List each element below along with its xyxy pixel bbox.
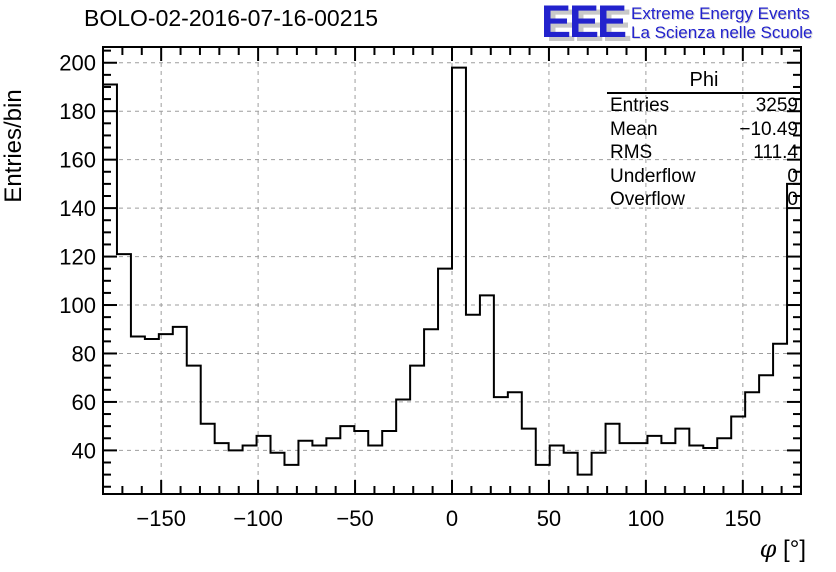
y-tick-label: 120 [59,245,96,270]
y-tick-label: 60 [72,390,96,415]
x-tick-label: −150 [136,506,186,531]
stat-label: Underflow [610,165,696,187]
stats-box: Phi Entries 3259 Mean −10.49 RMS 111.4 U… [607,70,801,212]
stats-row-overflow: Overflow 0 [607,188,801,212]
y-tick-label: 160 [59,148,96,173]
eee-logo: EEE Extreme Energy Events La Scienza nel… [541,0,813,47]
stats-row-underflow: Underflow 0 [607,165,801,189]
y-tick-label: 140 [59,196,96,221]
histogram-step-line [102,66,802,494]
eee-logo-line2: La Scienza nelle Scuole [631,23,813,42]
y-tick-label: 40 [72,438,96,463]
stats-box-title: Phi [607,70,801,94]
x-axis-title: φ [°] [760,535,806,563]
stat-value: −10.49 [739,118,798,140]
eee-logo-text: Extreme Energy Events La Scienza nelle S… [631,1,812,42]
stat-label: RMS [610,142,653,163]
eee-logo-line1: Extreme Energy Events [631,4,810,23]
stat-value: 111.4 [753,142,798,163]
histogram-layer [102,66,802,494]
chart-title: BOLO-02-2016-07-16-00215 [84,5,379,31]
y-tick-label: 180 [59,99,96,124]
eee-logo-acronym: EEE [541,0,627,47]
stats-row-mean: Mean −10.49 [607,118,801,142]
stat-value: 3259 [755,95,798,116]
x-tick-label: −50 [336,506,373,531]
stat-label: Mean [610,118,658,140]
axis-labels-layer: −150 −100 −50 0 50 100 150 40 60 80 100 120 140 160 18… [0,51,806,563]
y-tick-label: 200 [59,51,96,76]
y-tick-label: 80 [72,341,96,366]
x-tick-label: 50 [537,506,561,531]
x-tick-label: 150 [724,506,761,531]
x-tick-label: 100 [628,506,665,531]
y-axis-title: Entries/bin [0,89,27,202]
stat-value: 0 [787,165,798,187]
stat-value: 0 [787,189,798,210]
x-tick-label: 0 [446,506,458,531]
y-tick-label: 100 [59,293,96,318]
stat-label: Entries [610,95,670,116]
x-tick-label: −100 [233,506,283,531]
stats-row-entries: Entries 3259 [607,94,801,118]
stat-label: Overflow [610,189,685,210]
stats-row-rms: RMS 111.4 [607,141,801,165]
